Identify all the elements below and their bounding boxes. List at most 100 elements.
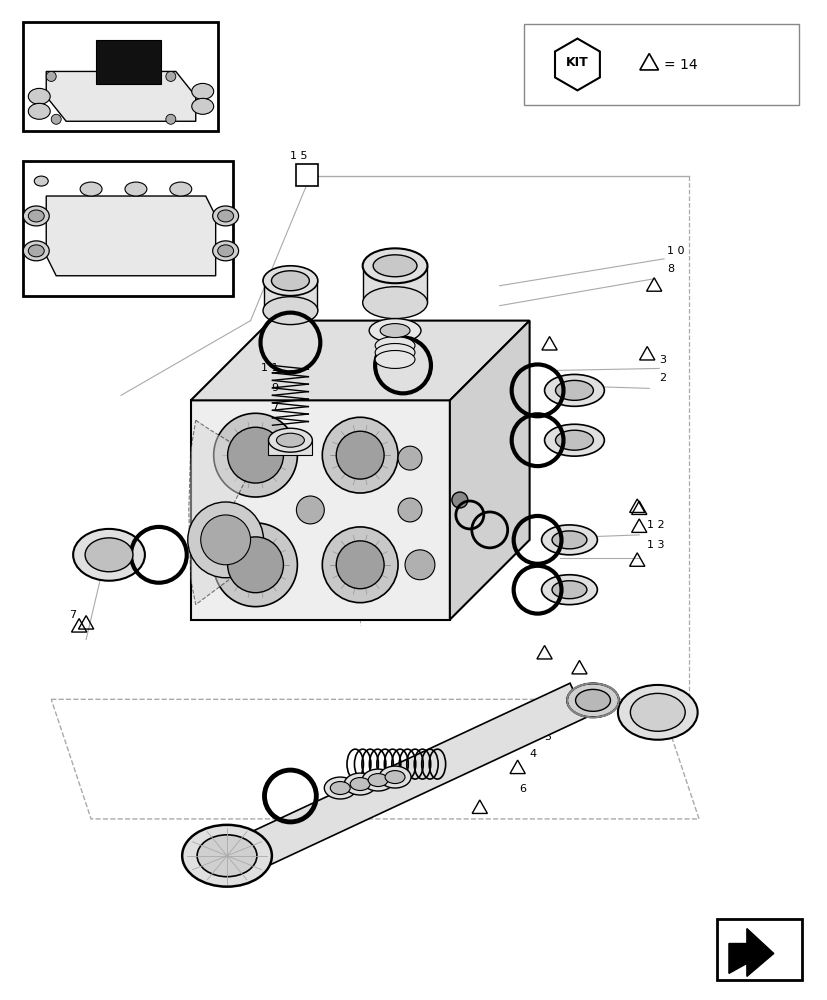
Ellipse shape <box>552 581 586 599</box>
Ellipse shape <box>362 287 427 319</box>
Ellipse shape <box>541 525 596 555</box>
Bar <box>716 919 801 980</box>
Ellipse shape <box>85 538 133 572</box>
Ellipse shape <box>375 337 414 354</box>
Ellipse shape <box>375 351 414 368</box>
Circle shape <box>46 71 56 81</box>
Text: 8: 8 <box>667 264 673 274</box>
Ellipse shape <box>344 773 375 795</box>
Circle shape <box>188 502 263 578</box>
Ellipse shape <box>170 182 192 196</box>
Text: 5: 5 <box>544 732 551 742</box>
Circle shape <box>51 114 61 124</box>
Ellipse shape <box>34 176 48 186</box>
Ellipse shape <box>28 245 44 257</box>
Circle shape <box>322 417 398 493</box>
Ellipse shape <box>368 774 388 787</box>
Circle shape <box>165 71 175 81</box>
Bar <box>23 161 232 296</box>
Ellipse shape <box>380 324 409 338</box>
Circle shape <box>200 515 251 565</box>
Ellipse shape <box>192 83 213 99</box>
Ellipse shape <box>375 344 414 361</box>
Text: 2: 2 <box>658 373 666 383</box>
Ellipse shape <box>373 255 417 277</box>
Ellipse shape <box>73 529 145 581</box>
Circle shape <box>398 498 422 522</box>
Ellipse shape <box>552 531 586 549</box>
Ellipse shape <box>213 206 238 226</box>
Text: 9: 9 <box>271 383 278 393</box>
Bar <box>23 22 218 131</box>
Ellipse shape <box>80 182 102 196</box>
Circle shape <box>213 413 297 497</box>
Text: 1 3: 1 3 <box>647 540 664 550</box>
Ellipse shape <box>629 693 685 731</box>
Ellipse shape <box>541 575 596 605</box>
Ellipse shape <box>28 103 50 119</box>
Text: = 14: = 14 <box>663 58 697 72</box>
Polygon shape <box>190 400 449 620</box>
Ellipse shape <box>28 88 50 104</box>
Text: 3: 3 <box>658 355 666 365</box>
Ellipse shape <box>23 241 49 261</box>
Ellipse shape <box>362 248 427 283</box>
Ellipse shape <box>213 241 238 261</box>
Ellipse shape <box>330 782 350 795</box>
Ellipse shape <box>555 380 593 400</box>
Ellipse shape <box>263 266 318 296</box>
Ellipse shape <box>544 374 604 406</box>
Ellipse shape <box>218 210 233 222</box>
Text: 1: 1 <box>304 170 310 180</box>
Text: 1 0: 1 0 <box>667 246 684 256</box>
Polygon shape <box>268 440 312 455</box>
Polygon shape <box>46 71 195 121</box>
Circle shape <box>322 527 398 603</box>
Polygon shape <box>363 266 427 303</box>
Circle shape <box>227 427 283 483</box>
Polygon shape <box>728 929 773 976</box>
Ellipse shape <box>125 182 146 196</box>
Ellipse shape <box>361 769 394 791</box>
Ellipse shape <box>23 206 49 226</box>
Circle shape <box>213 523 297 607</box>
Polygon shape <box>46 196 215 276</box>
Circle shape <box>165 114 175 124</box>
Ellipse shape <box>575 689 609 711</box>
Text: 1 1: 1 1 <box>261 363 278 373</box>
Circle shape <box>398 446 422 470</box>
Circle shape <box>296 496 324 524</box>
Ellipse shape <box>617 685 697 740</box>
Ellipse shape <box>268 428 312 452</box>
Ellipse shape <box>182 825 271 887</box>
Text: 6: 6 <box>519 784 526 794</box>
Circle shape <box>404 550 434 580</box>
Polygon shape <box>263 281 317 311</box>
Text: 1 2: 1 2 <box>647 520 664 530</box>
Ellipse shape <box>276 433 304 447</box>
Bar <box>296 164 318 186</box>
Bar <box>523 24 798 105</box>
Ellipse shape <box>379 766 410 788</box>
Ellipse shape <box>28 210 44 222</box>
Ellipse shape <box>324 777 356 799</box>
Text: 1 5: 1 5 <box>289 151 307 161</box>
Polygon shape <box>449 321 529 620</box>
Ellipse shape <box>385 771 404 784</box>
Text: 7: 7 <box>69 610 76 620</box>
Polygon shape <box>554 39 600 90</box>
Circle shape <box>336 541 384 589</box>
Polygon shape <box>254 683 586 865</box>
Ellipse shape <box>566 683 618 717</box>
Ellipse shape <box>350 778 370 791</box>
Ellipse shape <box>544 424 604 456</box>
Polygon shape <box>190 321 529 400</box>
Polygon shape <box>189 420 246 605</box>
Ellipse shape <box>369 319 420 343</box>
Ellipse shape <box>218 245 233 257</box>
Text: 7: 7 <box>271 403 278 413</box>
Text: KIT: KIT <box>566 56 588 69</box>
Ellipse shape <box>555 430 593 450</box>
Ellipse shape <box>271 271 309 291</box>
Circle shape <box>227 537 283 593</box>
